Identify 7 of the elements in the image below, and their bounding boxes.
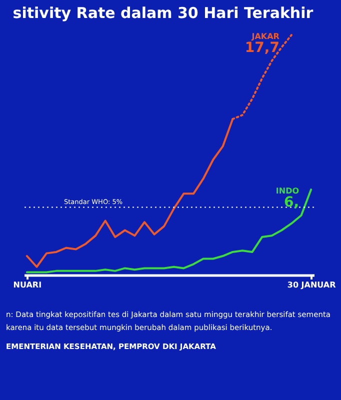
chart-title: sitivity Rate dalam 30 Hari Terakhir <box>12 4 314 22</box>
x-tick-label: NUARI <box>13 280 42 290</box>
series-label: JAKAR <box>250 32 280 41</box>
x-tick-label: 30 JANUAR <box>287 280 336 290</box>
data-label: 6, <box>284 194 300 211</box>
data-label: 17,7 <box>244 40 280 56</box>
series-label: INDO <box>276 186 300 196</box>
